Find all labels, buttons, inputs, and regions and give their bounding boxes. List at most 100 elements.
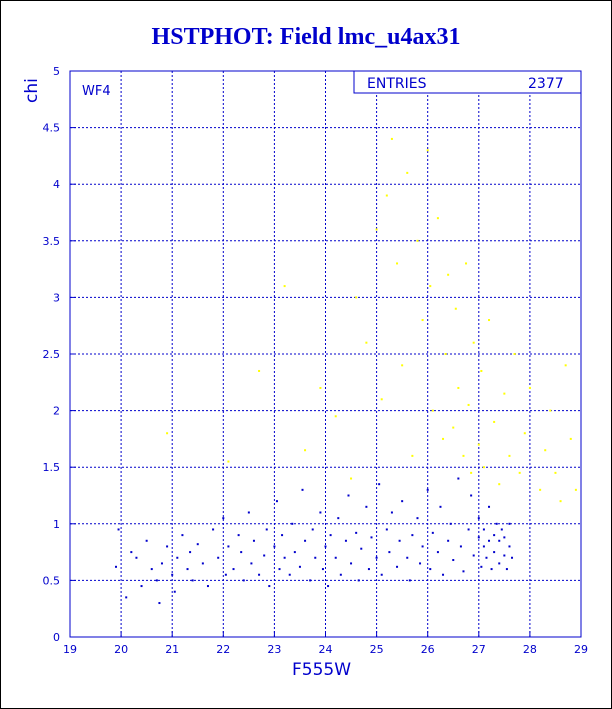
- data-point-good: [212, 528, 215, 531]
- data-points: [114, 137, 577, 605]
- data-point-good: [470, 494, 473, 497]
- data-point-good: [160, 562, 163, 565]
- data-point-good: [304, 539, 307, 542]
- data-point-rejected: [470, 471, 473, 474]
- data-point-good: [344, 539, 347, 542]
- data-point-good: [327, 585, 330, 588]
- data-point-good: [493, 534, 496, 537]
- data-point-good: [498, 562, 501, 565]
- data-point-rejected: [436, 217, 439, 220]
- stats-value: 2377: [528, 76, 564, 92]
- data-point-good: [477, 536, 480, 539]
- data-point-good: [385, 528, 388, 531]
- data-point-good: [114, 565, 117, 568]
- data-point-rejected: [334, 415, 337, 418]
- x-tick-label: 20: [114, 643, 128, 656]
- data-point-rejected: [355, 296, 358, 299]
- data-point-rejected: [503, 392, 506, 395]
- data-point-rejected: [380, 398, 383, 401]
- data-point-good: [503, 554, 506, 557]
- data-point-rejected: [523, 432, 526, 435]
- data-point-rejected: [518, 471, 521, 474]
- data-point-good: [411, 534, 414, 537]
- data-point-rejected: [401, 364, 404, 367]
- data-point-rejected: [454, 307, 457, 310]
- data-point-good: [293, 551, 296, 554]
- x-tick-label: 22: [216, 643, 230, 656]
- data-point-rejected: [564, 364, 567, 367]
- data-point-good: [380, 573, 383, 576]
- data-point-good: [283, 556, 286, 559]
- data-point-good: [337, 517, 340, 520]
- data-point-good: [485, 556, 488, 559]
- data-point-good: [222, 517, 225, 520]
- data-point-good: [447, 539, 450, 542]
- data-point-good: [416, 517, 419, 520]
- data-point-good: [250, 562, 253, 565]
- data-point-rejected: [283, 285, 286, 288]
- data-point-rejected: [421, 319, 424, 322]
- data-point-good: [398, 539, 401, 542]
- data-point-rejected: [477, 443, 480, 446]
- y-tick-label: 5: [53, 65, 60, 78]
- data-point-good: [500, 528, 503, 531]
- data-point-good: [301, 488, 304, 491]
- grid-lines: [70, 71, 581, 637]
- data-point-good: [355, 531, 358, 534]
- x-tick-label: 28: [523, 643, 537, 656]
- data-point-good: [263, 554, 266, 557]
- data-point-good: [378, 483, 381, 486]
- y-tick-label: 4: [53, 178, 60, 191]
- data-point-good: [232, 568, 235, 571]
- data-point-rejected: [482, 466, 485, 469]
- data-point-rejected: [227, 460, 230, 463]
- data-point-good: [462, 570, 465, 573]
- y-axis-label: chi: [22, 78, 42, 103]
- data-point-good: [171, 573, 174, 576]
- data-point-rejected: [559, 500, 562, 503]
- panel-label: WF4: [82, 84, 111, 99]
- x-axis-label: F555W: [292, 660, 351, 680]
- data-point-rejected: [444, 353, 447, 355]
- data-point-good: [135, 556, 138, 559]
- data-point-rejected: [508, 454, 511, 457]
- data-point-good: [508, 545, 511, 548]
- data-point-good: [505, 568, 508, 571]
- data-point-good: [291, 522, 294, 525]
- data-point-good: [227, 545, 230, 548]
- data-point-rejected: [513, 353, 516, 355]
- data-point-rejected: [431, 409, 434, 412]
- data-point-rejected: [365, 341, 368, 344]
- data-point-rejected: [452, 426, 455, 429]
- data-point-good: [449, 522, 452, 525]
- data-point-rejected: [544, 449, 547, 452]
- data-point-good: [477, 517, 480, 520]
- data-point-good: [155, 579, 158, 582]
- stats-label: ENTRIES: [367, 76, 427, 92]
- data-point-good: [281, 534, 284, 537]
- x-ticks: 19 20 21 22 23 24 25 26 27 28 29: [63, 631, 588, 656]
- x-tick-label: 19: [63, 643, 77, 656]
- data-point-rejected: [569, 437, 572, 440]
- data-point-good: [329, 534, 332, 537]
- data-point-good: [365, 505, 368, 508]
- data-point-good: [488, 539, 491, 542]
- data-point-good: [421, 545, 424, 548]
- data-point-good: [275, 500, 278, 503]
- data-point-good: [457, 477, 460, 480]
- x-tick-label: 29: [574, 643, 588, 656]
- data-point-rejected: [488, 319, 491, 322]
- data-point-good: [176, 556, 179, 559]
- data-point-good: [436, 551, 439, 554]
- data-point-good: [406, 556, 409, 559]
- data-point-rejected: [319, 386, 322, 389]
- data-point-good: [288, 573, 291, 576]
- data-point-rejected: [258, 369, 261, 372]
- data-point-good: [166, 545, 169, 548]
- data-point-good: [493, 551, 496, 554]
- data-point-good: [309, 579, 312, 582]
- data-point-good: [268, 585, 271, 588]
- y-tick-label: 3: [53, 291, 60, 304]
- data-point-rejected: [406, 171, 409, 174]
- data-point-rejected: [350, 477, 353, 480]
